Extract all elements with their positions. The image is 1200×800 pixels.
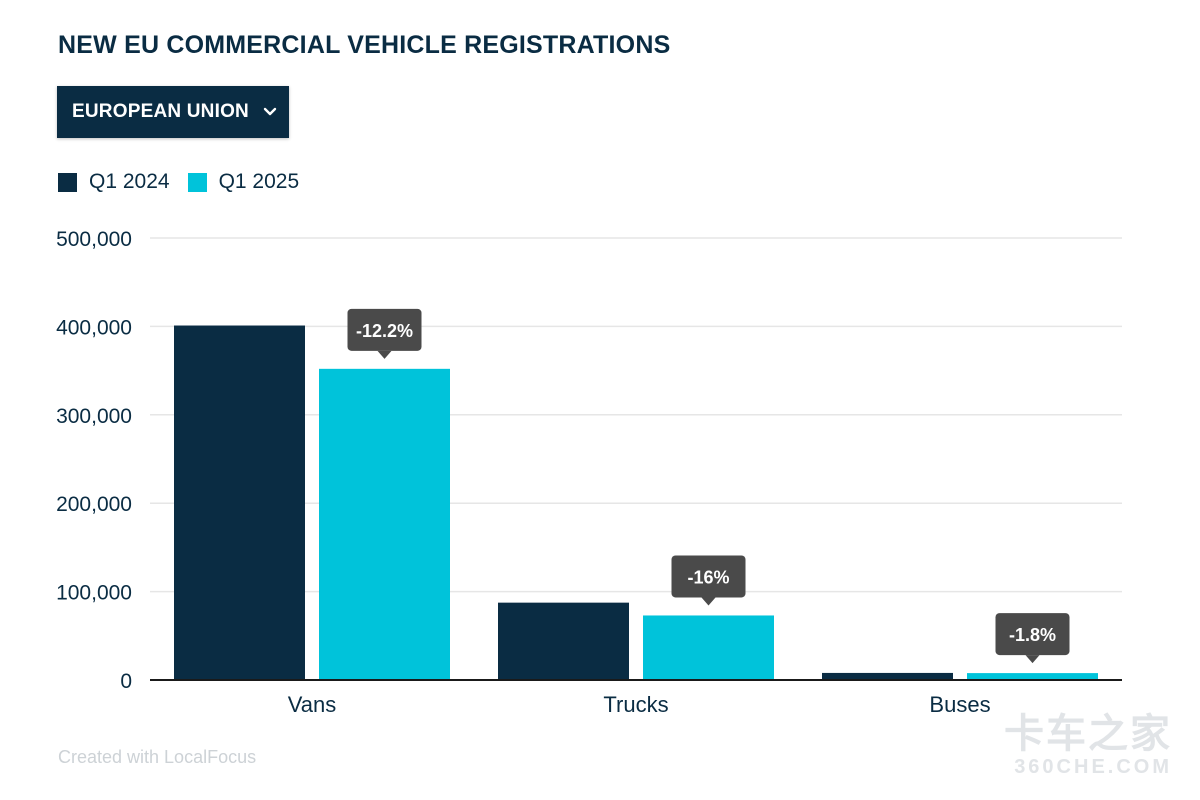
legend-label-q1-2025: Q1 2025 [218,170,300,193]
y-tick-label: 400,000 [56,316,132,339]
change-tooltip [995,613,1070,656]
y-tick-label: 0 [120,670,132,693]
x-tick-label: Trucks [603,692,668,717]
change-label: -16% [687,567,729,587]
legend-label-q1-2024: Q1 2024 [89,170,170,193]
change-tooltip-pointer [701,597,716,606]
credit-text: Created with LocalFocus [58,747,257,767]
bar-vans-q1-2025[interactable] [319,368,450,680]
chart-title: NEW EU COMMERCIAL VEHICLE REGISTRATIONS [58,31,671,59]
change-tooltip-pointer [1025,655,1040,664]
watermark: 卡车之家 360CHE.COM [1004,712,1172,778]
watermark-line-1: 卡车之家 [1004,712,1172,756]
region-dropdown-label: EUROPEAN UNION [72,101,249,122]
legend-item-q1-2024[interactable]: Q1 2024 [58,170,170,194]
legend-swatch-q1-2024 [58,172,77,192]
y-tick-label: 300,000 [56,405,132,428]
chevron-down-icon [263,107,277,117]
y-tick-label: 500,000 [56,228,132,251]
change-tooltip [347,308,422,351]
bar-trucks-q1-2025[interactable] [643,615,774,680]
chart-legend: Q1 2024 Q1 2025 [58,170,317,194]
y-tick-label: 100,000 [56,582,132,605]
x-tick-label: Vans [288,692,337,717]
bar-buses-q1-2025[interactable] [967,673,1098,680]
legend-item-q1-2025[interactable]: Q1 2025 [187,170,300,194]
bar-vans-q1-2024[interactable] [174,325,305,680]
x-tick-label: Buses [929,692,990,717]
y-tick-label: 200,000 [56,493,132,516]
region-dropdown[interactable]: EUROPEAN UNION [57,86,289,138]
change-label: -1.8% [1009,625,1056,645]
bar-buses-q1-2024[interactable] [822,672,953,680]
change-label: -12.2% [356,321,413,341]
change-tooltip-pointer [377,350,392,359]
legend-swatch-q1-2025 [187,172,207,192]
bar-trucks-q1-2024[interactable] [498,602,629,680]
watermark-line-2: 360CHE.COM [1014,756,1172,778]
change-tooltip [671,555,746,598]
